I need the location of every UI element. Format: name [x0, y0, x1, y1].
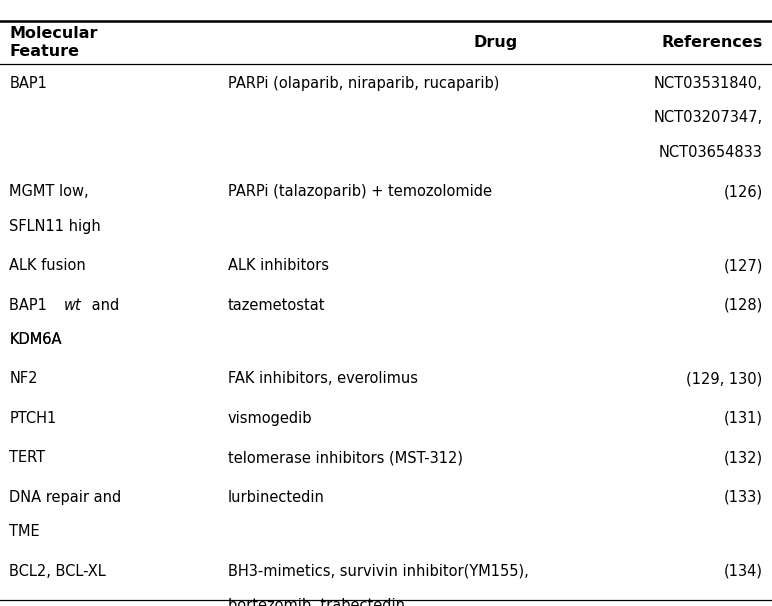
Text: telomerase inhibitors (MST-312): telomerase inhibitors (MST-312) — [228, 450, 462, 465]
Text: NCT03531840,: NCT03531840, — [654, 76, 763, 91]
Text: and: and — [87, 298, 119, 313]
Text: DNA repair and: DNA repair and — [9, 490, 121, 505]
Text: BH3-mimetics, survivin inhibitor(YM155),: BH3-mimetics, survivin inhibitor(YM155), — [228, 564, 529, 579]
Text: wt: wt — [64, 298, 82, 313]
Text: NCT03207347,: NCT03207347, — [654, 110, 763, 125]
Text: ALK inhibitors: ALK inhibitors — [228, 258, 329, 273]
Text: (127): (127) — [723, 258, 763, 273]
Text: KDM6A: KDM6A — [9, 332, 62, 347]
Text: References: References — [662, 35, 763, 50]
Text: Drug: Drug — [473, 35, 517, 50]
Text: ALK fusion: ALK fusion — [9, 258, 86, 273]
Text: PARPi (talazoparib) + temozolomide: PARPi (talazoparib) + temozolomide — [228, 184, 492, 199]
Text: MGMT low,: MGMT low, — [9, 184, 89, 199]
Text: BAP1 wt and: BAP1 wt and — [9, 298, 102, 313]
Text: PTCH1: PTCH1 — [9, 411, 56, 426]
Text: FAK inhibitors, everolimus: FAK inhibitors, everolimus — [228, 371, 418, 387]
Text: Molecular
Feature: Molecular Feature — [9, 26, 98, 59]
Text: SFLN11 high: SFLN11 high — [9, 219, 101, 234]
Text: NCT03654833: NCT03654833 — [659, 145, 763, 160]
Text: PARPi (olaparib, niraparib, rucaparib): PARPi (olaparib, niraparib, rucaparib) — [228, 76, 499, 91]
Text: (134): (134) — [723, 564, 763, 579]
Text: TERT: TERT — [9, 450, 46, 465]
Text: tazemetostat: tazemetostat — [228, 298, 325, 313]
Text: (132): (132) — [723, 450, 763, 465]
Text: bortezomib, trabectedin: bortezomib, trabectedin — [228, 598, 405, 606]
Text: TME: TME — [9, 524, 40, 539]
Text: KDM6A: KDM6A — [9, 332, 62, 347]
Text: BCL2, BCL-XL: BCL2, BCL-XL — [9, 564, 106, 579]
Text: (129, 130): (129, 130) — [686, 371, 763, 387]
Text: lurbinectedin: lurbinectedin — [228, 490, 324, 505]
Text: BAP1: BAP1 — [9, 76, 47, 91]
Text: (131): (131) — [723, 411, 763, 426]
Text: vismogedib: vismogedib — [228, 411, 312, 426]
Text: NF2: NF2 — [9, 371, 38, 387]
Text: BAP1: BAP1 — [9, 298, 52, 313]
Text: (133): (133) — [724, 490, 763, 505]
Text: (128): (128) — [723, 298, 763, 313]
Bar — [9, 295, 228, 332]
Text: (126): (126) — [723, 184, 763, 199]
